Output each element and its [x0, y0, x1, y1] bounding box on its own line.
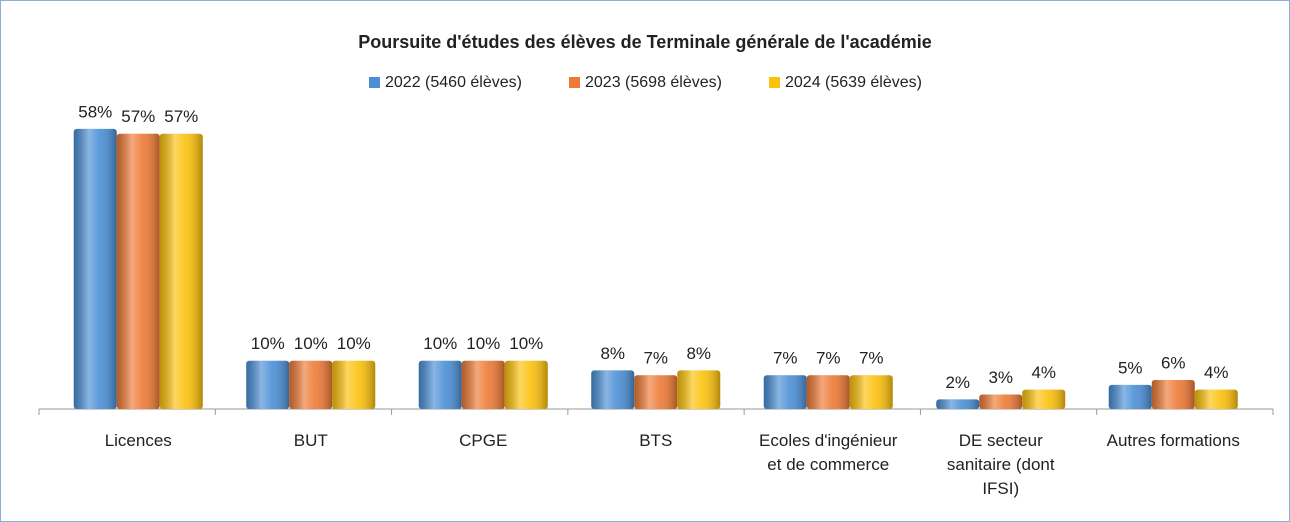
- value-label: 10%: [337, 334, 371, 353]
- chart-title: Poursuite d'études des élèves de Termina…: [358, 32, 931, 52]
- value-label: 7%: [773, 349, 798, 368]
- value-label: 7%: [816, 349, 841, 368]
- legend-label: 2024 (5639 élèves): [785, 74, 922, 91]
- value-label: 10%: [466, 334, 500, 353]
- value-label: 2%: [945, 373, 970, 392]
- x-tick-label: BTS: [639, 431, 673, 450]
- x-tick-label: Autres formations: [1106, 431, 1240, 450]
- bar-shade: [1151, 380, 1195, 409]
- bar-shade: [461, 360, 505, 409]
- bar-shade: [936, 399, 980, 409]
- value-label: 5%: [1118, 358, 1143, 377]
- bar-shade: [634, 375, 678, 409]
- legend-swatch: [569, 77, 580, 88]
- value-label: 8%: [686, 344, 711, 363]
- value-label: 4%: [1031, 363, 1056, 382]
- legend-label: 2022 (5460 élèves): [385, 74, 522, 91]
- bar-shade: [1108, 384, 1152, 409]
- bar-shade: [159, 133, 203, 409]
- bar-shade: [591, 370, 635, 409]
- value-label: 7%: [859, 349, 884, 368]
- value-label: 6%: [1161, 354, 1186, 373]
- x-tick-label: Licences: [104, 431, 172, 450]
- legend-swatch: [369, 77, 380, 88]
- bar-shade: [332, 360, 376, 409]
- bar-shade: [504, 360, 548, 409]
- bar-shade: [73, 128, 117, 410]
- bar-shade: [979, 394, 1023, 409]
- value-label: 10%: [251, 334, 285, 353]
- value-label: 10%: [294, 334, 328, 353]
- value-label: 10%: [423, 334, 457, 353]
- value-label: 8%: [600, 344, 625, 363]
- x-tick-label: DE secteur sanitaire (dont IFSI): [946, 431, 1055, 498]
- value-label: 4%: [1204, 363, 1229, 382]
- value-label: 3%: [988, 368, 1013, 387]
- bar-shade: [418, 360, 462, 409]
- bar-shade: [1022, 389, 1066, 409]
- bar-shade: [116, 133, 160, 409]
- value-label: 57%: [164, 107, 198, 126]
- bar-shade: [246, 360, 290, 409]
- x-tick-label: CPGE: [459, 431, 508, 450]
- value-label: 7%: [643, 349, 668, 368]
- x-tick-label: BUT: [293, 431, 328, 450]
- bar-shade: [289, 360, 333, 409]
- x-tick-label: Ecoles d'ingénieur et de commerce: [759, 431, 898, 474]
- legend-swatch: [769, 77, 780, 88]
- value-label: 10%: [509, 334, 543, 353]
- bar-shade: [677, 370, 721, 409]
- bar-shade: [1194, 389, 1238, 409]
- bar-shade: [763, 375, 807, 409]
- bar-shade: [849, 375, 893, 409]
- value-label: 57%: [121, 107, 155, 126]
- bar-shade: [806, 375, 850, 409]
- legend-label: 2023 (5698 élèves): [585, 74, 722, 91]
- value-label: 58%: [78, 102, 112, 121]
